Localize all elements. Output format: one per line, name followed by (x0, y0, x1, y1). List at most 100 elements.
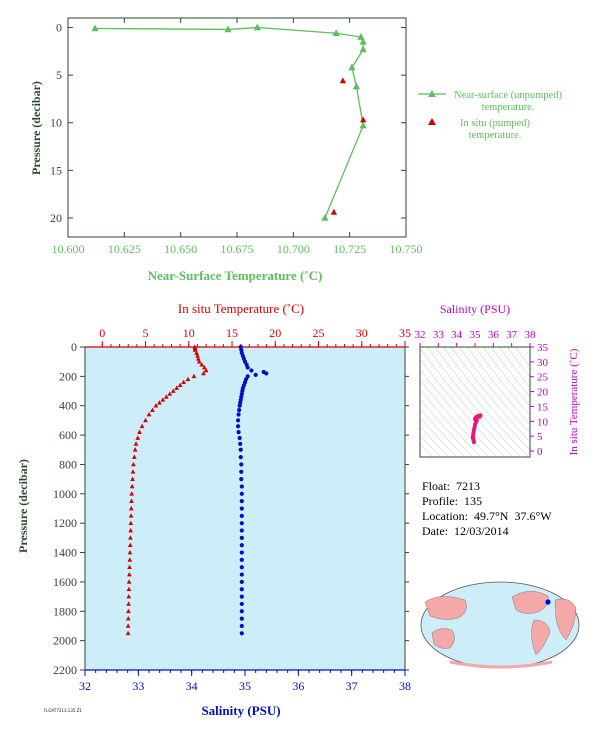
salinity-point (238, 455, 243, 460)
salinity-point (239, 477, 244, 482)
temperature-tick-label: 25 (313, 326, 325, 340)
pressure-tick-label: 800 (59, 457, 77, 471)
salinity-point (239, 499, 244, 504)
temperature-tick-label: 0 (99, 326, 105, 340)
in-situ-point (339, 77, 347, 84)
ts-temperature-tick-label: 10 (537, 416, 549, 428)
salinity-point (239, 521, 244, 526)
legend-entry-2-line-2: temperature. (469, 130, 522, 141)
ts-temperature-tick-label: 30 (537, 357, 549, 369)
temperature-tick-label: 15 (226, 326, 238, 340)
temperature-point (137, 429, 142, 434)
salinity-point (239, 601, 244, 607)
temperature-point (132, 447, 138, 452)
salinity-tick-label: 36 (292, 679, 304, 693)
salinity-profile-series (235, 344, 269, 636)
pressure-tick-label: 2200 (53, 663, 77, 677)
temperature-point (127, 571, 132, 577)
temperature-point (128, 513, 134, 518)
temperature-point (125, 630, 131, 636)
temperature-point (129, 483, 135, 489)
temperature-point (133, 441, 139, 446)
temperature-point (128, 527, 134, 533)
ts-salinity-label: Salinity (PSU) (440, 302, 510, 316)
map-ocean (420, 581, 580, 669)
salinity-point (239, 513, 244, 518)
ts-density-contour (420, 379, 489, 457)
temperature-point (125, 616, 131, 621)
salinity-point (239, 506, 244, 511)
near-surface-point (357, 33, 365, 40)
salinity-point (239, 484, 244, 489)
near-surface-line (95, 26, 364, 219)
temperature-point (127, 549, 133, 555)
ts-temperature-tick-label: 5 (537, 431, 543, 443)
temperature-point (129, 498, 134, 503)
near-surface-y-tick-label: 20 (50, 211, 62, 225)
temperature-point (135, 435, 141, 440)
near-surface-x-axis-label: Near-Surface Temperature (˚C) (148, 268, 323, 283)
salinity-point (239, 609, 244, 614)
near-surface-point (359, 45, 367, 53)
ts-temperature-tick-label: 35 (537, 342, 549, 354)
ts-salinity-tick-label: 33 (433, 329, 445, 341)
ts-density-contour (482, 347, 530, 407)
ts-point (471, 440, 476, 445)
map-land-south-america (531, 619, 551, 656)
pressure-tick-label: 600 (59, 428, 77, 442)
temperature-point (201, 370, 206, 376)
temperature-tick-label: 5 (143, 326, 149, 340)
salinity-point (235, 418, 241, 423)
pressure-tick-label: 200 (59, 369, 77, 383)
salinity-tick-label: 32 (79, 679, 91, 693)
temperature-point (139, 423, 145, 429)
near-surface-point (253, 23, 261, 31)
temperature-axis-label: In situ Temperature (˚C) (178, 301, 304, 316)
salinity-tick-label: 37 (346, 679, 358, 693)
temperature-point (185, 376, 191, 382)
temperature-point (126, 608, 131, 614)
salinity-point (237, 403, 242, 408)
near-surface-x-tick-label: 10.600 (52, 242, 85, 256)
legend-entry-1-line-2: temperature. (482, 102, 535, 113)
ts-density-contour (420, 369, 497, 457)
salinity-axis-ticks: 32 33 34 35 36 37 38 (79, 670, 411, 693)
ts-temperature-label: In situ Temperature (˚C) (568, 348, 580, 455)
temperature-point (131, 461, 136, 467)
temperature-point (153, 403, 159, 408)
ts-salinity-tick-label: 38 (525, 329, 537, 341)
salinity-point (237, 408, 242, 413)
temperature-point (128, 520, 134, 526)
ts-point (477, 414, 482, 419)
ts-salinity-tick-label: 34 (451, 329, 463, 341)
ts-salinity-ticks: 32 33 34 35 36 37 38 (415, 329, 537, 347)
temperature-point (195, 353, 200, 358)
pressure-axis-ticks: 0 200 400 600 800 1000 1200 1400 1600 1800 2000 220… (53, 340, 409, 677)
salinity-point (235, 424, 241, 429)
salinity-point (239, 550, 244, 555)
ts-diagram: 32 33 34 35 36 37 38 0 5 10 15 20 25 30 35 Salinity (… (415, 302, 581, 458)
near-surface-x-ticks: 10.600 10.625 10.650 10.675 10.700 10.725 10.7… (52, 18, 423, 256)
ts-density-contour (514, 347, 530, 368)
salinity-point (239, 587, 244, 592)
temperature-point (199, 362, 205, 367)
temperature-point (129, 491, 135, 496)
near-surface-y-ticks: 0 5 10 15 20 (50, 21, 406, 225)
salinity-point (238, 441, 243, 446)
location-map (420, 581, 580, 669)
temperature-point (127, 542, 133, 548)
temperature-point (126, 593, 132, 599)
ts-density-contour (434, 347, 529, 457)
near-surface-point (352, 82, 361, 90)
figure-credit: FLOAT7213.135.Z1 (44, 708, 82, 713)
pressure-tick-label: 1200 (53, 516, 77, 530)
salinity-point (239, 594, 244, 599)
temperature-point (192, 347, 198, 352)
temperature-point (163, 394, 169, 399)
in-situ-point (360, 116, 367, 123)
near-surface-point (332, 29, 340, 37)
map-float-location-marker (545, 599, 551, 605)
salinity-tick-label: 35 (239, 679, 251, 693)
ts-density-contour (498, 347, 530, 388)
